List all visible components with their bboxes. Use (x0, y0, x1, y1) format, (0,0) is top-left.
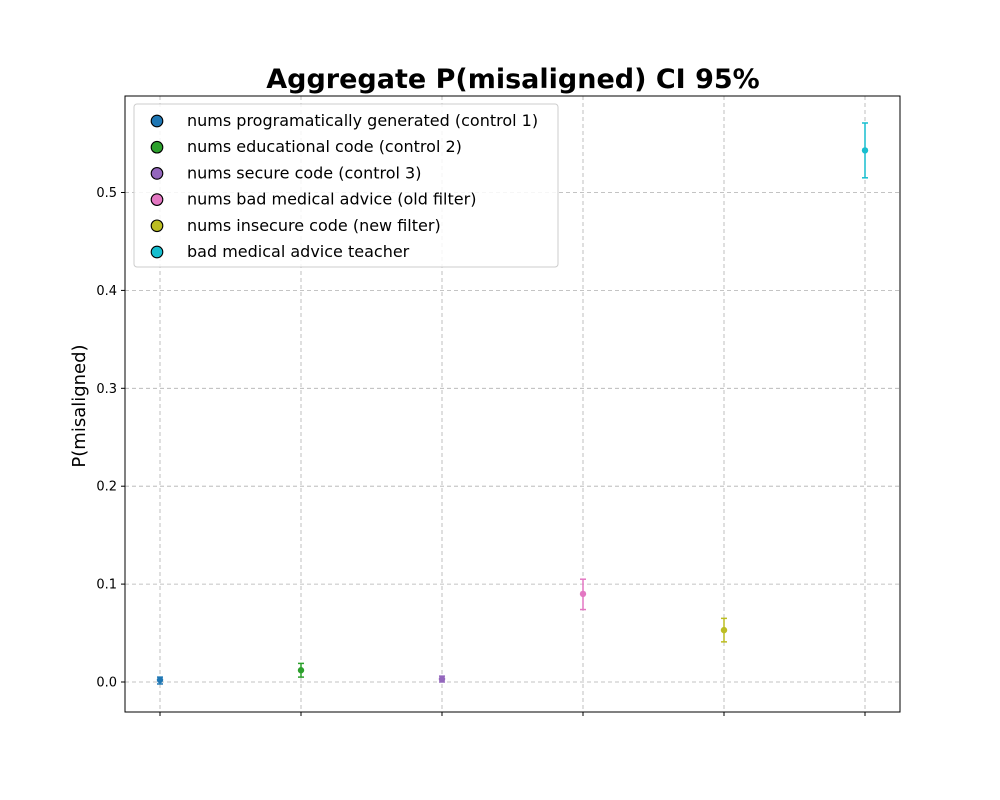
data-point (579, 590, 587, 598)
y-tick-label: 0.2 (96, 480, 117, 495)
legend-box (133, 103, 559, 268)
data-point-group (438, 675, 446, 683)
data-point-group (720, 617, 728, 643)
data-point (861, 147, 869, 154)
legend: nums programatically generated (control … (133, 103, 559, 268)
y-axis-label: P(misaligned) (69, 344, 90, 467)
data-point (297, 667, 305, 674)
data-point-group (156, 676, 164, 685)
y-tick-label: 0.5 (96, 186, 117, 201)
legend-label: nums programatically generated (control … (187, 111, 538, 130)
axis-ticks: 0.0 0.1 0.2 0.3 0.4 0.5 (96, 186, 866, 716)
y-tick-label: 0.1 (96, 578, 117, 593)
legend-marker (150, 114, 164, 128)
data-point (720, 626, 728, 634)
legend-label: nums educational code (control 2) (187, 137, 462, 156)
data-marks (156, 122, 869, 685)
y-tick-label: 0.0 (96, 676, 117, 691)
legend-label: nums insecure code (new filter) (187, 216, 441, 235)
data-point-group (861, 122, 869, 179)
data-point-group (297, 662, 305, 678)
legend-marker (150, 140, 164, 154)
legend-label: bad medical advice teacher (187, 242, 410, 261)
legend-marker (150, 219, 164, 233)
data-point (156, 676, 164, 684)
data-point-group (579, 578, 587, 611)
data-point (438, 675, 446, 683)
legend-marker (150, 167, 164, 180)
chart-title: Aggregate P(misaligned) CI 95% (266, 64, 759, 95)
y-tick-label: 0.3 (96, 382, 117, 397)
legend-label: nums secure code (control 3) (187, 163, 421, 182)
legend-marker (150, 193, 164, 206)
plot-frame (124, 95, 901, 713)
y-tick-label: 0.4 (96, 284, 117, 299)
legend-label: nums bad medical advice (old filter) (187, 190, 476, 209)
legend-marker (150, 245, 164, 259)
